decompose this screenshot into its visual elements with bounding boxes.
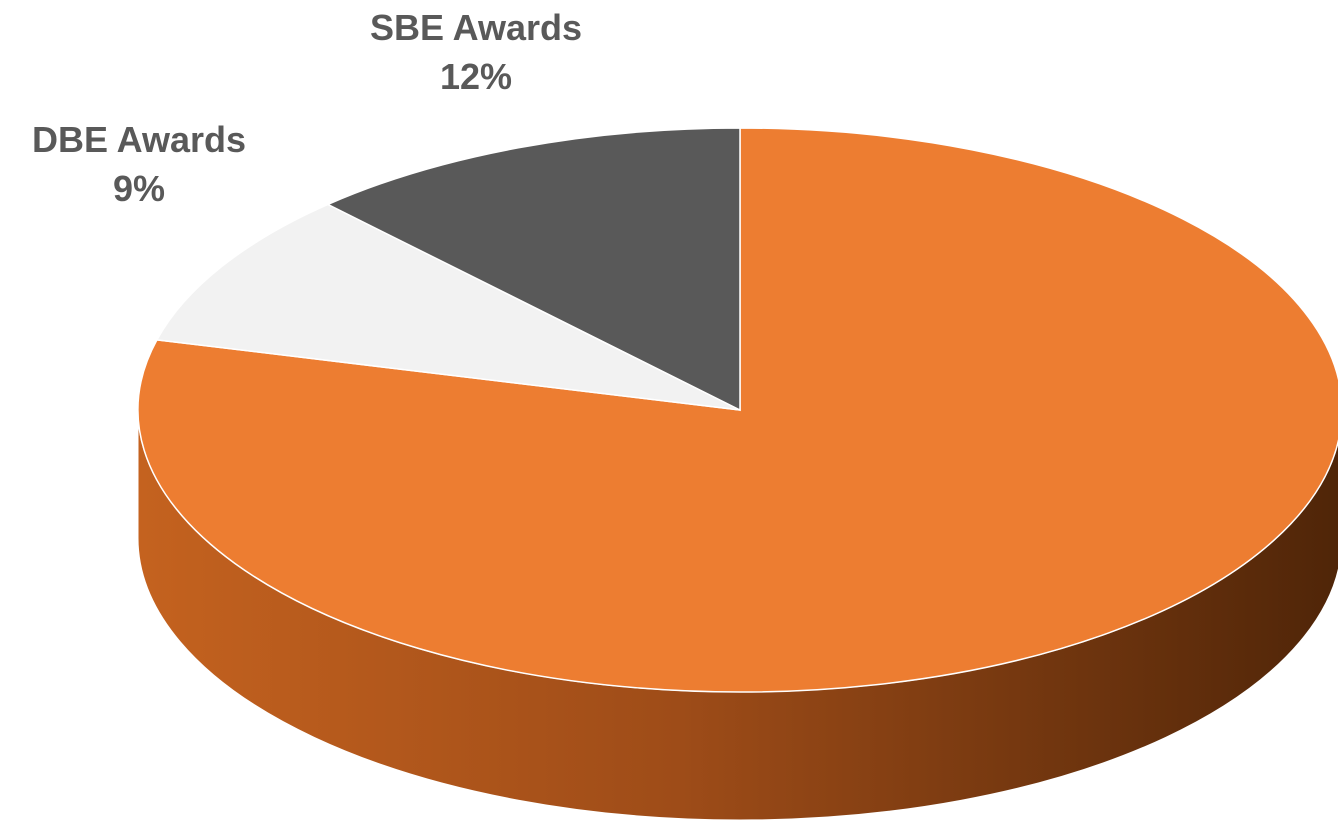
pie-slice-sbe-awards [326, 127, 741, 412]
pie-slice-dbe-awards [155, 203, 741, 411]
slice-percent-dbe-awards: 9% [113, 168, 165, 209]
slice-percent-sbe-awards: 12% [440, 56, 512, 97]
slice-label-sbe-awards: SBE Awards [370, 7, 582, 48]
pie-slices [137, 127, 1338, 693]
slice-label-dbe-awards: DBE Awards [32, 119, 246, 160]
